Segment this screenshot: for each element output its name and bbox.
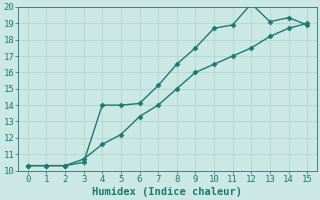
X-axis label: Humidex (Indice chaleur): Humidex (Indice chaleur): [92, 186, 243, 197]
